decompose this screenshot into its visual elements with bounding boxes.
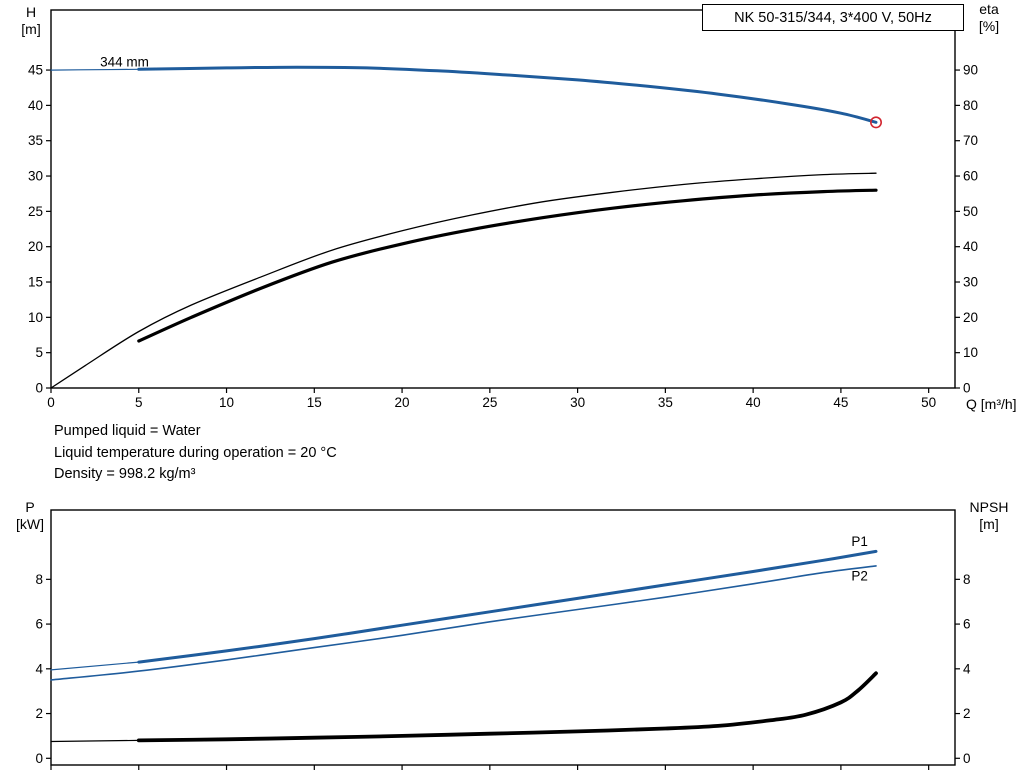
- left-tick-label: 2: [35, 706, 43, 721]
- series-p1: [137, 549, 878, 664]
- power-axis-title: P [kW]: [6, 499, 54, 533]
- right-tick-label: 2: [963, 706, 971, 721]
- series-p2: [50, 565, 877, 681]
- left-tick-label: 45: [28, 63, 43, 78]
- right-tick-label: 80: [963, 98, 978, 113]
- series-npsh-lead: [50, 739, 140, 743]
- left-tick-label: 5: [35, 345, 43, 360]
- eta-axis-title-line2: [%]: [978, 18, 1000, 34]
- series-npsh: [136, 671, 878, 743]
- series-head-344mm: [137, 65, 878, 124]
- series-p1-lead: [50, 661, 140, 671]
- x-tick-label: 45: [833, 395, 848, 410]
- power-axis-title-line1: P: [25, 499, 35, 515]
- npsh-axis-title-line1: NPSH: [969, 499, 1009, 515]
- left-tick-label: 8: [35, 572, 43, 587]
- right-tick-label: 20: [963, 310, 978, 325]
- right-tick-label: 50: [963, 204, 978, 219]
- right-tick-label: 0: [963, 381, 971, 396]
- right-tick-label: 6: [963, 617, 971, 632]
- eta-axis-title-line1: eta: [979, 1, 999, 17]
- p1-label: P1: [851, 534, 868, 549]
- flow-axis-title: Q [m³/h]: [966, 396, 1017, 412]
- density-line: Density = 998.2 kg/m³: [54, 466, 196, 482]
- right-tick-label: 90: [963, 63, 978, 78]
- x-tick-label: 30: [570, 395, 585, 410]
- left-tick-label: 30: [28, 169, 43, 184]
- duty-point-marker: [870, 116, 883, 129]
- npsh-axis-title: NPSH [m]: [960, 499, 1018, 533]
- right-tick-label: 30: [963, 275, 978, 290]
- head-efficiency-chart: 0 5 10 15 20 25 30 35 40 45 50 0 5 10 15 20 25 30 35 40 45 0 1…: [28, 9, 978, 410]
- left-tick-label: 15: [28, 275, 43, 290]
- x-tick-label: 10: [219, 395, 234, 410]
- series-head-344mm-lead: [50, 68, 140, 71]
- series-eta-thin: [50, 172, 877, 389]
- left-tick-label: 40: [28, 98, 43, 113]
- x-tick-label: 35: [658, 395, 673, 410]
- right-tick-label: 8: [963, 572, 971, 587]
- right-tick-label: 70: [963, 133, 978, 148]
- x-tick-label: 20: [395, 395, 410, 410]
- x-tick-label: 50: [921, 395, 936, 410]
- right-tick-label: 4: [963, 661, 971, 676]
- head-axis-title: H [m]: [8, 4, 54, 38]
- right-tick-label: 60: [963, 169, 978, 184]
- left-tick-label: 4: [35, 661, 43, 676]
- series-eta-thick: [137, 188, 878, 343]
- left-tick-label: 25: [28, 204, 43, 219]
- x-tick-label: 5: [135, 395, 143, 410]
- left-tick-label: 6: [35, 617, 43, 632]
- eta-axis-title: eta [%]: [964, 1, 1014, 35]
- x-tick-label: 25: [482, 395, 497, 410]
- head-axis-title-line1: H: [25, 4, 37, 20]
- plot-border: [50, 9, 956, 389]
- left-tick-label: 0: [35, 751, 43, 766]
- pumped-liquid-line: Pumped liquid = Water: [54, 423, 201, 439]
- plot-border: [50, 509, 956, 766]
- right-tick-label: 40: [963, 239, 978, 254]
- x-tick-label: 40: [746, 395, 761, 410]
- impeller-diameter-label: 344 mm: [100, 55, 149, 70]
- pump-model-label: NK 50-315/344, 3*400 V, 50Hz: [734, 9, 932, 26]
- pump-model-box: NK 50-315/344, 3*400 V, 50Hz: [702, 4, 964, 31]
- npsh-axis-title-line2: [m]: [979, 516, 999, 532]
- left-tick-label: 10: [28, 310, 43, 325]
- left-tick-label: 35: [28, 133, 43, 148]
- right-tick-label: 10: [963, 345, 978, 360]
- power-axis-title-line2: [kW]: [16, 516, 44, 532]
- x-tick-label: 0: [47, 395, 55, 410]
- left-tick-label: 20: [28, 239, 43, 254]
- liquid-temperature-line: Liquid temperature during operation = 20…: [54, 444, 337, 461]
- x-tick-label: 15: [307, 395, 322, 410]
- right-tick-label: 0: [963, 751, 971, 766]
- p2-label: P2: [851, 568, 868, 583]
- left-tick-label: 0: [35, 381, 43, 396]
- liquid-info-block: Pumped liquid = Water Liquid temperature…: [54, 421, 337, 486]
- head-axis-title-line2: [m]: [21, 21, 41, 37]
- power-npsh-chart: 0 2 4 6 8 0 2 4 6 8 P1 P2: [35, 509, 971, 770]
